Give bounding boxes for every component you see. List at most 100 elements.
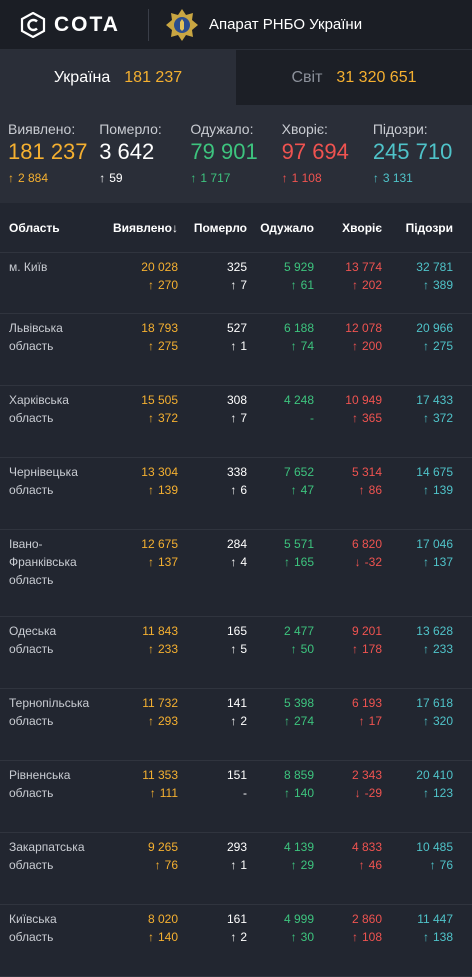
- cell-detected-delta-line: ↑ 111: [100, 784, 178, 802]
- arrow-up-icon: ↑: [147, 411, 154, 425]
- cell-sick-delta-line: ↑ 108: [314, 928, 382, 946]
- cell-detected: 12 675 ↑ 137: [100, 530, 178, 616]
- cell-suspected-delta: 138: [432, 930, 453, 944]
- cell-died-value: 338: [226, 465, 247, 479]
- region-name: Харківська область: [0, 386, 100, 457]
- cell-sick-value: 5 314: [351, 465, 382, 479]
- cell-detected-delta: 140: [157, 930, 178, 944]
- cell-detected-value: 18 793: [141, 321, 178, 335]
- column-header-died[interactable]: Померло: [193, 220, 247, 235]
- stat-suspected: Підозри: 245 710 ↑ 3 131: [373, 105, 464, 203]
- cell-sick-value: 13 774: [345, 260, 382, 274]
- cell-died-value: 141: [226, 696, 247, 710]
- stat-sick-delta: 1 108: [291, 171, 322, 185]
- column-header-detected[interactable]: Виявлено↓: [100, 221, 178, 235]
- cell-recovered-value: 4 999: [283, 912, 314, 926]
- stat-recovered-delta-line: ↑ 1 717: [190, 171, 281, 185]
- cell-suspected: 11 447 ↑ 138: [382, 905, 463, 976]
- tab-ukraine[interactable]: Україна 181 237: [0, 50, 236, 105]
- cell-recovered-delta-line: ↑ 30: [247, 928, 314, 946]
- cell-suspected-delta-line: ↑ 389: [382, 276, 453, 294]
- region-table: м. Київ 20 028 ↑ 270 325 ↑ 7 5 929 ↑ 61 13 774 ↑ 202…: [0, 253, 472, 977]
- cell-died-delta: 7: [240, 411, 247, 425]
- cell-died-delta: 4: [240, 555, 247, 569]
- cell-died-delta: 7: [240, 278, 247, 292]
- region-name-line: область: [9, 411, 54, 425]
- cell-suspected: 10 485 ↑ 76: [382, 833, 463, 904]
- cell-recovered-delta: 274: [293, 714, 314, 728]
- table-row: Львівська область 18 793 ↑ 275 527 ↑ 1 6 188 ↑ 74 1…: [0, 314, 472, 386]
- cell-recovered-delta-line: -: [247, 409, 314, 427]
- table-header: Область Виявлено↓ Померло Одужало Хворіє…: [0, 203, 472, 253]
- column-header-recovered[interactable]: Одужало: [260, 220, 314, 235]
- region-name-line: область: [9, 573, 54, 587]
- tab-world-value: 31 320 651: [336, 68, 417, 86]
- summary-stats: Виявлено: 181 237 ↑ 2 884 Померло: 3 642 …: [0, 105, 472, 203]
- region-name-line: область: [9, 339, 54, 353]
- arrow-up-icon: ↑: [230, 858, 237, 872]
- cell-died-value: 325: [226, 260, 247, 274]
- region-name-line: Чернівецька: [9, 465, 78, 479]
- arrow-up-icon: ↑: [147, 930, 154, 944]
- arrow-up-icon: ↑: [290, 483, 297, 497]
- stat-sick-delta-line: ↑ 1 108: [282, 171, 373, 185]
- stat-recovered-delta: 1 717: [200, 171, 231, 185]
- cell-sick: 13 774 ↑ 202: [314, 253, 382, 313]
- cell-detected-delta-line: ↑ 270: [100, 276, 178, 294]
- cell-died-value: 293: [226, 840, 247, 854]
- cell-detected-value: 15 505: [141, 393, 178, 407]
- tab-world[interactable]: Світ 31 320 651: [236, 50, 472, 105]
- arrow-up-icon: ↑: [422, 555, 429, 569]
- cell-suspected: 32 781 ↑ 389: [382, 253, 463, 313]
- cell-died: 308 ↑ 7: [178, 386, 247, 457]
- cell-detected-delta-line: ↑ 293: [100, 712, 178, 730]
- cell-sick-delta-line: ↑ 202: [314, 276, 382, 294]
- cell-recovered-value: 6 188: [283, 321, 314, 335]
- arrow-up-icon: ↑: [147, 483, 154, 497]
- cell-sick-value: 6 193: [351, 696, 382, 710]
- cell-sick: 6 193 ↑ 17: [314, 689, 382, 760]
- cell-recovered-delta-line: ↑ 50: [247, 640, 314, 658]
- stat-detected-label: Виявлено:: [8, 121, 76, 137]
- region-name-line: Львівська: [9, 321, 63, 335]
- stat-suspected-delta-line: ↑ 3 131: [373, 171, 464, 185]
- arrow-down-icon: ↓: [354, 555, 361, 569]
- column-header-sick[interactable]: Хворіє: [342, 220, 382, 235]
- region-name-line: Франківська: [9, 555, 77, 569]
- cell-detected-value: 11 843: [142, 624, 178, 638]
- arrow-up-icon: ↑: [290, 642, 297, 656]
- cell-recovered-delta: 47: [300, 483, 314, 497]
- column-header-region[interactable]: Область: [9, 220, 60, 235]
- cell-died-delta-line: ↑ 2: [178, 928, 247, 946]
- brand-logo[interactable]: COTA: [20, 11, 120, 38]
- arrow-up-icon: ↑: [422, 714, 429, 728]
- cell-suspected-value: 17 046: [416, 537, 453, 551]
- cell-sick-delta: 202: [361, 278, 382, 292]
- cell-died: 151 -: [178, 761, 247, 832]
- cell-suspected-delta: 139: [432, 483, 453, 497]
- cell-sick: 10 949 ↑ 365: [314, 386, 382, 457]
- arrow-up-icon: ↑: [422, 930, 429, 944]
- cell-died: 325 ↑ 7: [178, 253, 247, 313]
- region-name: Одеська область: [0, 617, 100, 688]
- region-name: Львівська область: [0, 314, 100, 385]
- stat-died-delta: 59: [109, 171, 123, 185]
- arrow-up-icon: ↑: [230, 483, 237, 497]
- rnbo-emblem-icon[interactable]: [165, 8, 199, 42]
- cell-detected-delta: 270: [157, 278, 178, 292]
- cell-died-delta-line: ↑ 5: [178, 640, 247, 658]
- cell-recovered: 5 398 ↑ 274: [247, 689, 314, 760]
- cell-suspected-delta: 320: [432, 714, 453, 728]
- column-header-suspected[interactable]: Підозри: [405, 220, 453, 235]
- cell-sick: 12 078 ↑ 200: [314, 314, 382, 385]
- cell-suspected-delta-line: ↑ 138: [382, 928, 453, 946]
- arrow-up-icon: ↑: [351, 930, 358, 944]
- arrow-up-icon: ↑: [429, 858, 436, 872]
- region-name-line: область: [9, 930, 54, 944]
- region-name: Рівненська область: [0, 761, 100, 832]
- cell-detected-delta-line: ↑ 233: [100, 640, 178, 658]
- cell-sick-value: 10 949: [345, 393, 382, 407]
- cell-recovered-value: 7 652: [283, 465, 314, 479]
- cell-recovered-delta-line: ↑ 274: [247, 712, 314, 730]
- cell-detected-delta: 111: [159, 786, 178, 800]
